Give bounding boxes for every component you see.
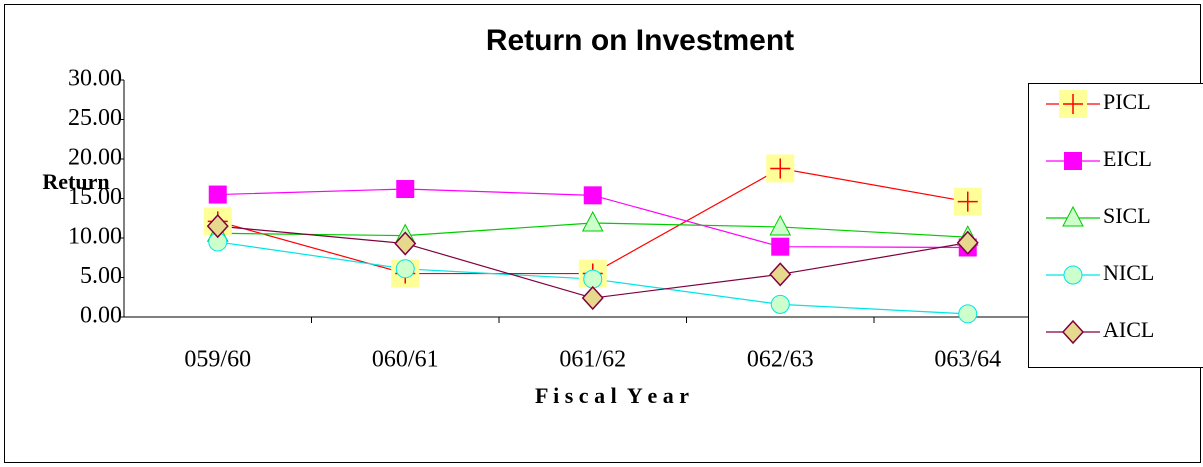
marker: [770, 294, 790, 314]
x-tick-label: 063/64: [934, 347, 1001, 373]
marker: [1063, 265, 1083, 285]
marker: [769, 262, 792, 287]
y-tick-label: 15.00: [68, 184, 122, 210]
legend-box: [1028, 83, 1203, 368]
marker-diamond: [1061, 319, 1085, 345]
marker-plus: [957, 191, 978, 212]
marker: [581, 210, 604, 232]
marker-circle: [1063, 265, 1083, 285]
marker: [953, 187, 982, 216]
marker-diamond: [206, 214, 229, 239]
marker: [1059, 90, 1087, 118]
marker-square: [396, 180, 415, 199]
marker: [1062, 205, 1084, 227]
marker: [1061, 319, 1085, 345]
marker: [769, 214, 792, 236]
marker: [581, 285, 604, 311]
marker: [396, 180, 415, 199]
marker: [206, 214, 229, 239]
marker-diamond: [956, 230, 979, 255]
marker-square: [771, 237, 790, 256]
y-tick-label: 20.00: [68, 145, 122, 171]
marker-diamond: [581, 285, 604, 311]
marker: [766, 154, 795, 183]
legend-label: EICL: [1103, 146, 1152, 171]
marker-diamond: [769, 262, 792, 287]
marker-circle: [583, 269, 603, 289]
x-tick-label: 060/61: [372, 347, 439, 373]
marker-triangle: [769, 214, 792, 236]
marker: [395, 259, 415, 279]
marker: [394, 231, 417, 256]
marker-square: [1064, 152, 1082, 170]
legend-label: AICL: [1103, 317, 1154, 342]
marker-square: [583, 186, 602, 205]
y-axis-label: Return: [42, 169, 109, 194]
y-tick-label: 10.00: [68, 224, 122, 250]
marker-plus: [1063, 94, 1083, 114]
legend-label: PICL: [1103, 89, 1151, 114]
marker: [1064, 152, 1082, 170]
marker: [583, 186, 602, 205]
marker: [208, 185, 227, 204]
marker-square: [208, 185, 227, 204]
x-tick-label: 059/60: [184, 347, 251, 373]
y-tick-label: 30.00: [68, 66, 122, 92]
y-tick-label: 5.00: [80, 263, 122, 289]
marker: [771, 237, 790, 256]
marker: [956, 230, 979, 255]
marker: [583, 269, 603, 289]
y-tick-label: 0.00: [80, 303, 122, 329]
marker-triangle: [581, 210, 604, 232]
marker-circle: [770, 294, 790, 314]
marker-triangle: [1062, 205, 1084, 227]
marker: [958, 304, 978, 324]
legend-label: SICL: [1103, 203, 1151, 228]
legend-label: NICL: [1103, 260, 1154, 285]
y-tick-label: 25.00: [68, 105, 122, 131]
marker-diamond: [394, 231, 417, 256]
marker-plus: [770, 158, 791, 179]
marker-circle: [395, 259, 415, 279]
x-tick-label: 062/63: [747, 347, 814, 373]
chart-title: Return on Investment: [486, 24, 794, 57]
x-axis-label: F i s c a l Y e a r: [535, 383, 689, 408]
x-tick-label: 061/62: [559, 347, 626, 373]
marker-circle: [958, 304, 978, 324]
